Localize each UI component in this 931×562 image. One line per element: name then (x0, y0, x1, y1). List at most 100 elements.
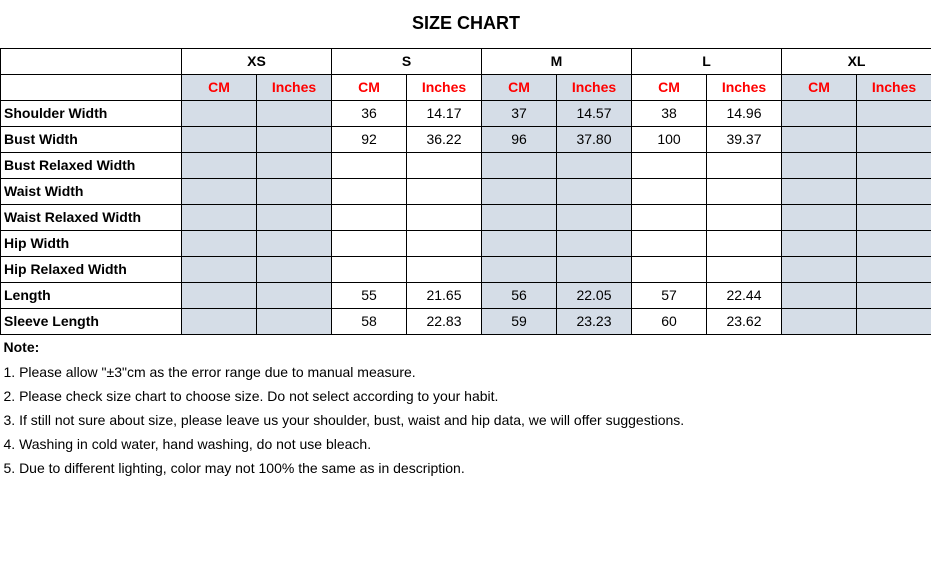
blank-corner (1, 48, 182, 74)
measure-row: Bust Width9236.229637.8010039.37 (1, 126, 931, 152)
value-cell (407, 178, 482, 204)
value-cell (332, 256, 407, 282)
measure-label: Hip Width (1, 230, 182, 256)
size-s: S (332, 48, 482, 74)
value-cell: 96 (482, 126, 557, 152)
value-cell (707, 178, 782, 204)
value-cell: 14.17 (407, 100, 482, 126)
value-cell (782, 308, 857, 334)
value-cell (632, 152, 707, 178)
value-cell (782, 152, 857, 178)
value-cell (557, 256, 632, 282)
unit-s-in: Inches (407, 74, 482, 100)
note-line-4: 4. Washing in cold water, hand washing, … (1, 432, 931, 456)
value-cell: 57 (632, 282, 707, 308)
value-cell (707, 204, 782, 230)
value-cell (857, 256, 931, 282)
measure-label: Shoulder Width (1, 100, 182, 126)
value-cell (707, 256, 782, 282)
measure-row: Sleeve Length5822.835923.236023.62 (1, 308, 931, 334)
value-cell (632, 204, 707, 230)
value-cell (482, 152, 557, 178)
value-cell (407, 204, 482, 230)
unit-l-cm: CM (632, 74, 707, 100)
blank-unit-corner (1, 74, 182, 100)
measure-label: Length (1, 282, 182, 308)
size-xl: XL (782, 48, 931, 74)
value-cell (557, 230, 632, 256)
notes-heading: Note: (1, 334, 931, 360)
unit-xl-in: Inches (857, 74, 931, 100)
value-cell: 36 (332, 100, 407, 126)
value-cell (782, 100, 857, 126)
value-cell (257, 178, 332, 204)
value-cell: 37.80 (557, 126, 632, 152)
value-cell (182, 178, 257, 204)
value-cell (632, 178, 707, 204)
value-cell (182, 152, 257, 178)
measure-row: Waist Width (1, 178, 931, 204)
unit-s-cm: CM (332, 74, 407, 100)
value-cell: 14.57 (557, 100, 632, 126)
note-line-2: 2. Please check size chart to choose siz… (1, 384, 931, 408)
value-cell (857, 308, 931, 334)
unit-m-in: Inches (557, 74, 632, 100)
value-cell (782, 282, 857, 308)
value-cell (332, 204, 407, 230)
note-line-3: 3. If still not sure about size, please … (1, 408, 931, 432)
measure-label: Waist Relaxed Width (1, 204, 182, 230)
size-chart-table: SIZE CHART XS S M L XL CM Inches CM Inch… (0, 0, 931, 480)
value-cell (857, 230, 931, 256)
measure-row: Waist Relaxed Width (1, 204, 931, 230)
value-cell (182, 126, 257, 152)
value-cell (857, 100, 931, 126)
unit-xl-cm: CM (782, 74, 857, 100)
unit-header-row: CM Inches CM Inches CM Inches CM Inches … (1, 74, 931, 100)
value-cell (332, 230, 407, 256)
value-cell: 22.83 (407, 308, 482, 334)
value-cell: 21.65 (407, 282, 482, 308)
value-cell (257, 204, 332, 230)
chart-title: SIZE CHART (1, 0, 931, 48)
measure-row: Shoulder Width3614.173714.573814.96 (1, 100, 931, 126)
value-cell: 55 (332, 282, 407, 308)
measure-label: Bust Width (1, 126, 182, 152)
value-cell (557, 204, 632, 230)
value-cell (407, 256, 482, 282)
unit-xs-in: Inches (257, 74, 332, 100)
size-xs: XS (182, 48, 332, 74)
unit-xs-cm: CM (182, 74, 257, 100)
unit-m-cm: CM (482, 74, 557, 100)
unit-l-in: Inches (707, 74, 782, 100)
value-cell (857, 126, 931, 152)
value-cell: 22.05 (557, 282, 632, 308)
value-cell: 92 (332, 126, 407, 152)
size-m: M (482, 48, 632, 74)
value-cell: 23.23 (557, 308, 632, 334)
value-cell (707, 230, 782, 256)
value-cell (782, 204, 857, 230)
value-cell: 59 (482, 308, 557, 334)
value-cell: 38 (632, 100, 707, 126)
value-cell (857, 152, 931, 178)
value-cell (332, 152, 407, 178)
value-cell (182, 282, 257, 308)
value-cell (257, 308, 332, 334)
value-cell (482, 256, 557, 282)
value-cell (332, 178, 407, 204)
value-cell (257, 100, 332, 126)
note-line-1: 1. Please allow "±3"cm as the error rang… (1, 360, 931, 384)
size-l: L (632, 48, 782, 74)
measure-label: Hip Relaxed Width (1, 256, 182, 282)
value-cell: 37 (482, 100, 557, 126)
value-cell (257, 126, 332, 152)
value-cell (482, 230, 557, 256)
value-cell (782, 178, 857, 204)
value-cell (182, 230, 257, 256)
value-cell (182, 100, 257, 126)
measure-row: Hip Relaxed Width (1, 256, 931, 282)
value-cell (257, 256, 332, 282)
measure-row: Bust Relaxed Width (1, 152, 931, 178)
value-cell (557, 178, 632, 204)
value-cell (257, 152, 332, 178)
